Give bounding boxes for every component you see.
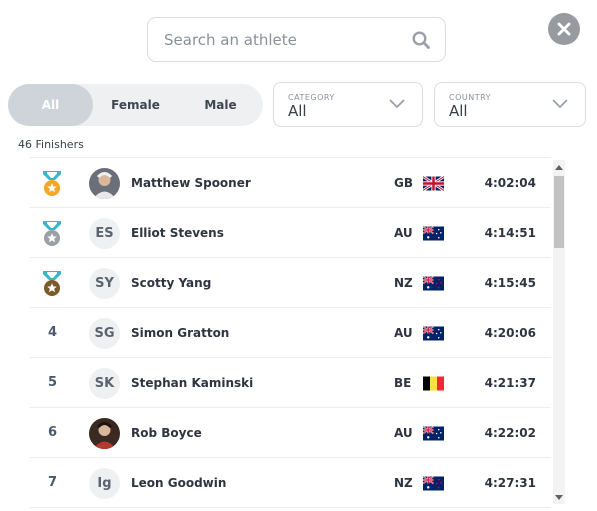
finishers-count: 46 Finishers (18, 138, 84, 151)
silver-medal-icon (43, 221, 61, 246)
rank-number: 5 (47, 375, 58, 390)
athlete-name[interactable]: Leon Goodwin (131, 475, 227, 490)
country-code: AU (394, 425, 413, 440)
finish-time: 4:02:04 (484, 175, 536, 190)
athlete-name[interactable]: Scotty Yang (131, 275, 212, 290)
athlete-row[interactable]: ES Elliot Stevens AU 4:14:51 (30, 208, 551, 258)
rank-number: 4 (47, 325, 58, 340)
gold-medal-icon (43, 171, 61, 196)
rank-number: 7 (47, 475, 58, 490)
country-label: COUNTRY (449, 93, 492, 102)
athlete-name[interactable]: Rob Boyce (131, 425, 202, 440)
close-button[interactable] (548, 13, 580, 45)
avatar: Ig (89, 468, 120, 499)
finish-time: 4:21:37 (484, 375, 536, 390)
athlete-photo (89, 418, 120, 449)
athlete-row[interactable]: SY Scotty Yang NZ 4:15:45 (30, 258, 551, 308)
athlete-list: Matthew Spooner GB 4:02:04 ES Elliot Steve… (30, 157, 551, 511)
country-select[interactable]: COUNTRY All (434, 82, 586, 127)
athlete-photo (89, 168, 120, 199)
athlete-name[interactable]: Matthew Spooner (131, 175, 251, 190)
athlete-name[interactable]: Simon Gratton (131, 325, 230, 340)
search-input[interactable] (164, 30, 399, 49)
country-code: NZ (394, 275, 413, 290)
avatar: ES (89, 218, 120, 249)
nz-flag-icon (423, 276, 444, 291)
athlete-row[interactable]: 6 Rob Boyce AU 4:22:02 (30, 408, 551, 458)
country-value: All (449, 102, 468, 120)
avatar (89, 418, 120, 449)
finish-time: 4:14:51 (484, 225, 536, 240)
country-code: AU (394, 225, 413, 240)
au-flag-icon (423, 226, 444, 241)
athlete-row[interactable]: 7 Ig Leon Goodwin NZ 4:27:31 (30, 458, 551, 508)
country-code: BE (394, 375, 412, 390)
gender-filter: All Female Male (8, 84, 263, 126)
scrollbar[interactable] (553, 160, 565, 504)
country-code: GB (394, 175, 413, 190)
finish-time: 4:27:31 (484, 475, 536, 490)
finish-time: 4:22:02 (484, 425, 536, 440)
be-flag-icon (423, 376, 444, 391)
athlete-row[interactable]: Matthew Spooner GB 4:02:04 (30, 158, 551, 208)
avatar: SG (89, 318, 120, 349)
athlete-row[interactable]: 5 SK Stephan Kaminski BE 4:21:37 (30, 358, 551, 408)
avatar: SK (89, 368, 120, 399)
gender-option-male[interactable]: Male (204, 98, 237, 112)
au-flag-icon (423, 326, 444, 341)
scroll-thumb[interactable] (554, 176, 564, 248)
finish-time: 4:15:45 (484, 275, 536, 290)
country-code: NZ (394, 475, 413, 490)
bronze-medal-icon (43, 271, 61, 296)
avatar: SY (89, 268, 120, 299)
country-code: AU (394, 325, 413, 340)
close-icon (557, 22, 571, 36)
athlete-row[interactable]: 4 SG Simon Gratton AU 4:20:06 (30, 308, 551, 358)
rank-number: 6 (47, 425, 58, 440)
search-icon[interactable] (411, 30, 431, 50)
category-value: All (288, 102, 307, 120)
gender-option-female[interactable]: Female (111, 98, 160, 112)
nz-flag-icon (423, 476, 444, 491)
scroll-down-arrow[interactable] (553, 490, 565, 504)
gb-flag-icon (423, 176, 444, 191)
chevron-down-icon (552, 99, 568, 109)
category-label: CATEGORY (288, 93, 335, 102)
category-select[interactable]: CATEGORY All (273, 82, 423, 127)
avatar (89, 168, 120, 199)
finish-time: 4:20:06 (484, 325, 536, 340)
search-box[interactable] (147, 17, 446, 62)
chevron-down-icon (389, 99, 405, 109)
gender-option-all[interactable]: All (8, 84, 93, 126)
athlete-name[interactable]: Stephan Kaminski (131, 375, 254, 390)
scroll-up-arrow[interactable] (553, 160, 565, 174)
athlete-name[interactable]: Elliot Stevens (131, 225, 224, 240)
au-flag-icon (423, 426, 444, 441)
